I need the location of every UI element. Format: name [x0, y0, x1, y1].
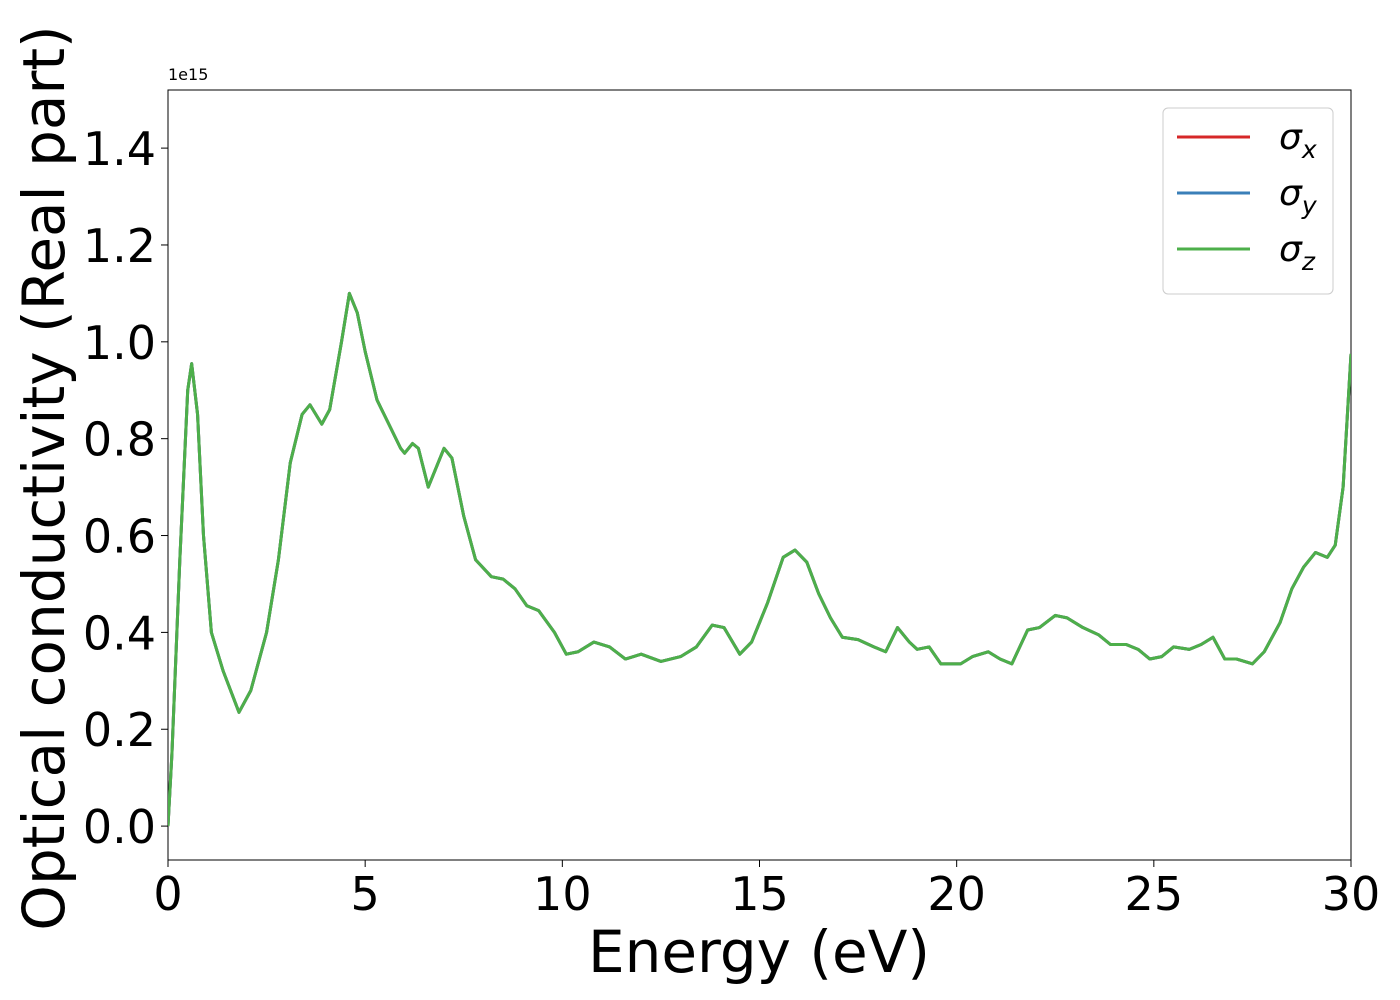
x-tick-label: 30 [1322, 867, 1381, 921]
x-tick-label: 5 [351, 867, 380, 921]
x-tick-label: 25 [1125, 867, 1184, 921]
y-offset-text: 1e15 [168, 65, 208, 84]
x-tick-label: 15 [730, 867, 789, 921]
y-tick-label: 1.0 [83, 316, 156, 370]
legend-label: σy [1279, 173, 1318, 220]
y-tick-label: 0.2 [83, 703, 156, 757]
series-line [168, 291, 1351, 827]
x-axis-label: Energy (eV) [588, 918, 930, 986]
y-tick-label: 0.0 [83, 800, 156, 854]
y-axis-label: Optical conductivity (Real part) [10, 25, 78, 930]
y-tick-label: 0.6 [83, 510, 156, 564]
series-line [168, 291, 1351, 827]
y-tick-label: 1.4 [83, 122, 156, 176]
series-line [168, 291, 1351, 827]
y-tick-label: 0.4 [83, 606, 156, 660]
legend-label: σx [1279, 117, 1317, 164]
x-tick-label: 0 [153, 867, 182, 921]
y-tick-label: 1.2 [83, 219, 156, 273]
y-tick-label: 0.8 [83, 413, 156, 467]
x-tick-label: 10 [533, 867, 592, 921]
x-tick-label: 20 [927, 867, 986, 921]
legend-label: σz [1279, 229, 1316, 276]
